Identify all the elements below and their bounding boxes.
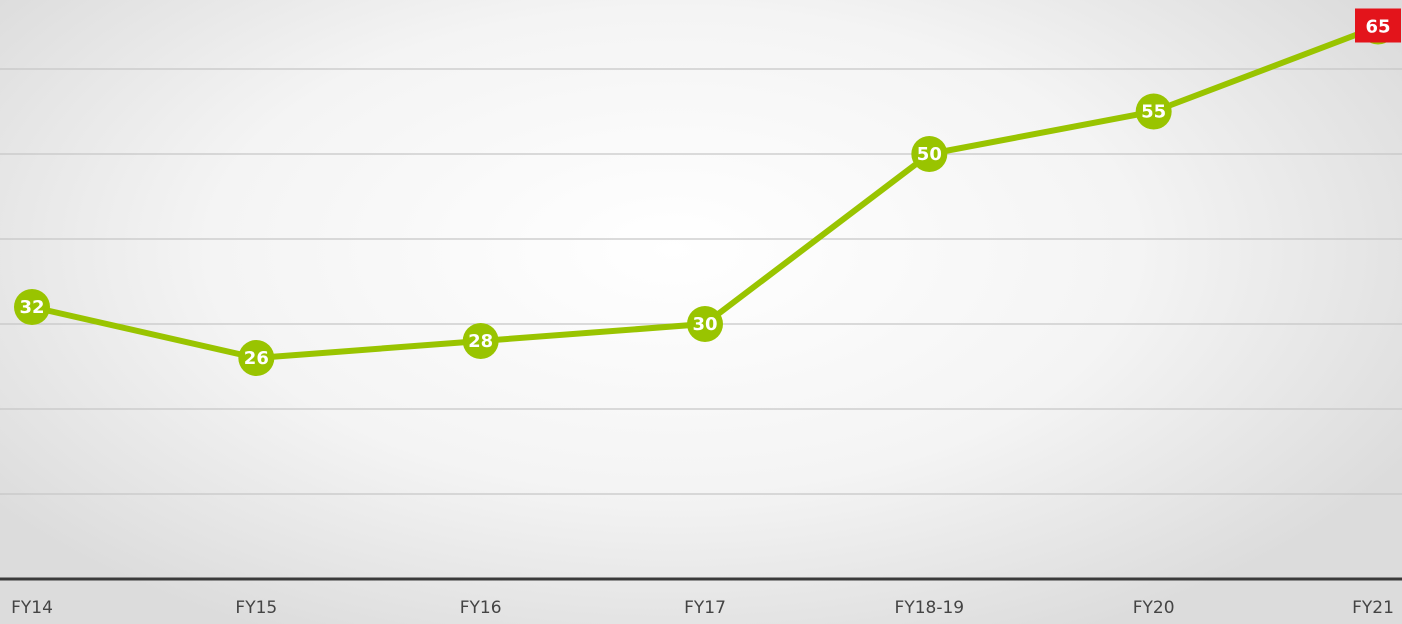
data-label: 28	[468, 331, 493, 352]
data-label: 65	[1365, 17, 1390, 38]
x-tick-label: FY16	[460, 598, 502, 618]
data-label-box	[1355, 8, 1401, 43]
data-label: 55	[1141, 102, 1166, 123]
x-tick-label: FY15	[235, 598, 277, 618]
marker	[238, 340, 275, 376]
x-tick-label: FY20	[1133, 598, 1175, 618]
marker	[1135, 93, 1172, 130]
marker	[14, 289, 50, 325]
x-tick-label: FY14	[11, 598, 53, 618]
data-label: 32	[19, 297, 44, 318]
x-tick-label: FY18-19	[895, 598, 965, 618]
x-tick-label: FY21	[1352, 598, 1394, 618]
marker	[687, 306, 723, 342]
grid	[0, 68, 1402, 495]
marker	[911, 136, 948, 172]
marker	[462, 323, 499, 359]
data-label: 30	[692, 314, 717, 335]
data-label: 50	[917, 144, 942, 165]
x-tick-label: FY17	[684, 598, 726, 618]
data-label: 26	[244, 348, 269, 369]
